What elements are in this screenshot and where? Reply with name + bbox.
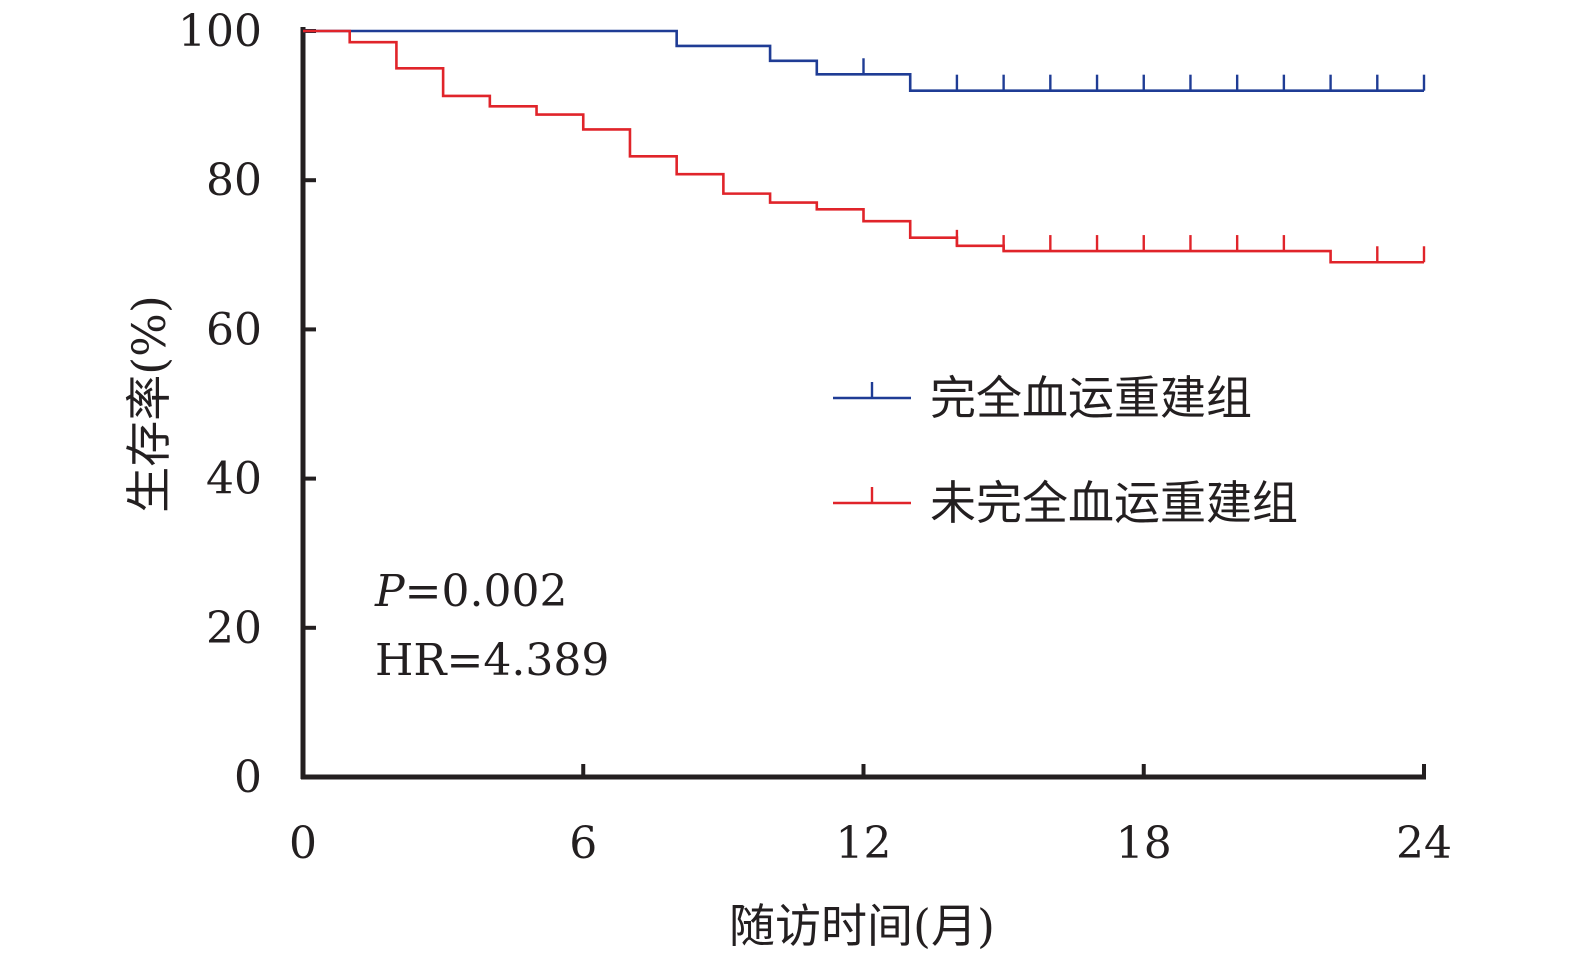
y-tick-label: 0: [234, 752, 262, 803]
hr-annotation: HR=4.389: [375, 635, 609, 686]
series-layer: [303, 29, 1426, 264]
series-0: [303, 29, 1426, 92]
x-tick-label: 12: [836, 818, 892, 869]
x-axis-title: 随访时间(月): [729, 899, 995, 953]
y-axis-title: 生存率(%): [122, 295, 176, 513]
y-tick-label: 20: [206, 603, 262, 654]
y-tick-label: 80: [206, 155, 262, 206]
x-tick-label: 18: [1116, 818, 1172, 869]
annotations: P=0.002 HR=4.389: [374, 566, 609, 686]
y-tick-label: 60: [206, 304, 262, 355]
series-1: [303, 29, 1426, 264]
legend-label: 完全血运重建组: [930, 371, 1252, 425]
x-tick-label: 6: [569, 818, 597, 869]
p-value-symbol: P: [374, 566, 406, 617]
x-tick-label: 24: [1396, 818, 1452, 869]
p-value-text: =0.002: [405, 566, 568, 617]
p-value-annotation: P=0.002: [374, 566, 567, 617]
axes: 0 20 40 60 80 100 0 6 12 18 24: [178, 6, 1452, 869]
series-line: [303, 29, 1424, 92]
x-tick-label: 0: [289, 818, 317, 869]
y-tick-label: 100: [178, 6, 262, 57]
y-tick-label: 40: [206, 454, 262, 505]
legend-label: 未完全血运重建组: [930, 476, 1298, 530]
